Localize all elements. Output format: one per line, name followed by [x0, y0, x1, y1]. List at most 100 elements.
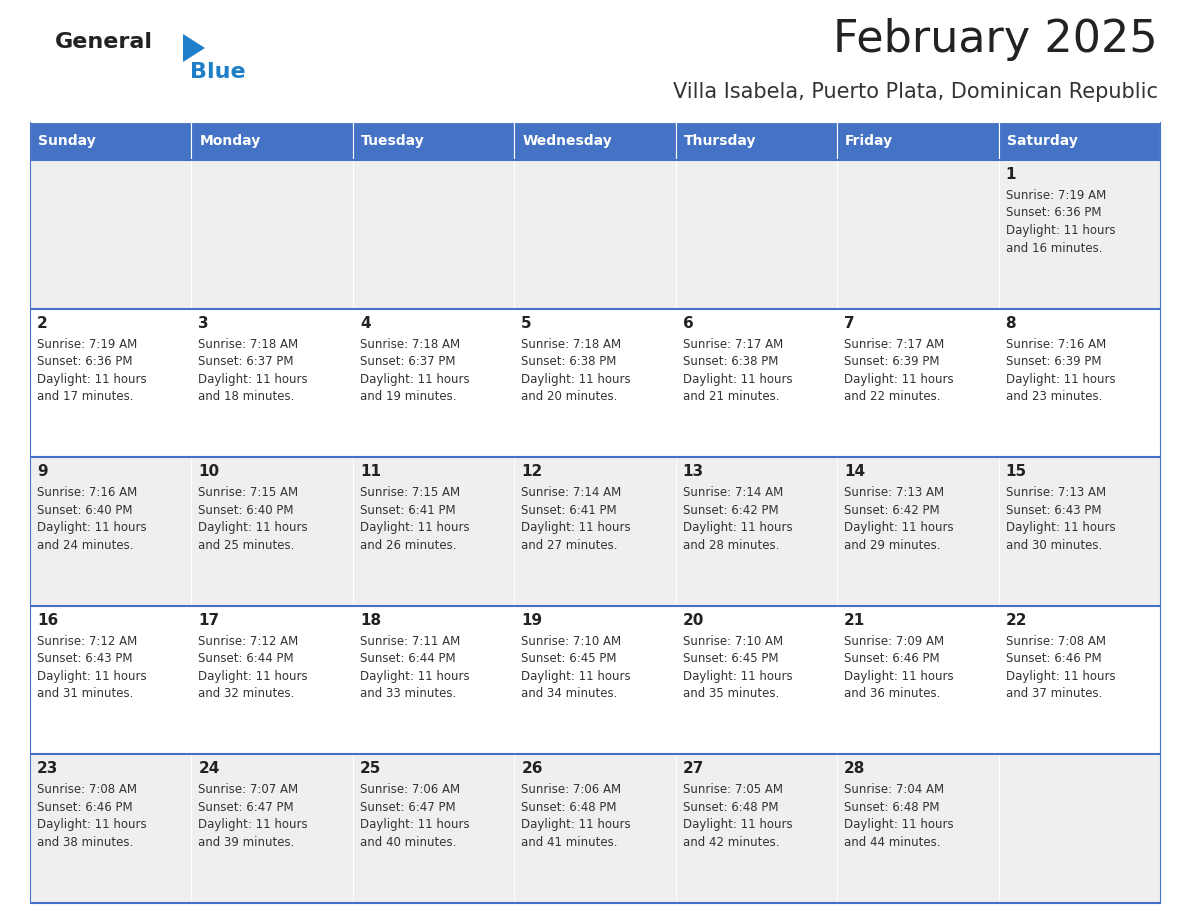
Bar [514, 755, 676, 903]
Bar [30, 606, 191, 755]
Bar [30, 308, 191, 457]
Polygon shape [183, 34, 206, 62]
Text: Daylight: 11 hours: Daylight: 11 hours [37, 521, 146, 534]
Text: Sunset: 6:45 PM: Sunset: 6:45 PM [683, 653, 778, 666]
Text: Friday: Friday [845, 134, 893, 148]
Text: and 34 minutes.: and 34 minutes. [522, 688, 618, 700]
Text: Sunset: 6:40 PM: Sunset: 6:40 PM [37, 504, 133, 517]
Bar [191, 122, 353, 160]
Text: Sunrise: 7:16 AM: Sunrise: 7:16 AM [1005, 338, 1106, 351]
Text: Sunset: 6:37 PM: Sunset: 6:37 PM [198, 355, 293, 368]
Bar [676, 308, 838, 457]
Text: 25: 25 [360, 761, 381, 777]
Text: 28: 28 [845, 761, 866, 777]
Bar [676, 457, 838, 606]
Text: and 22 minutes.: and 22 minutes. [845, 390, 941, 403]
Text: and 19 minutes.: and 19 minutes. [360, 390, 456, 403]
Text: Sunday: Sunday [38, 134, 96, 148]
Bar [676, 606, 838, 755]
Text: Daylight: 11 hours: Daylight: 11 hours [522, 373, 631, 386]
Bar [838, 606, 999, 755]
Text: Daylight: 11 hours: Daylight: 11 hours [683, 373, 792, 386]
Bar [353, 122, 514, 160]
Text: Sunset: 6:44 PM: Sunset: 6:44 PM [198, 653, 295, 666]
Bar [999, 606, 1159, 755]
Text: and 16 minutes.: and 16 minutes. [1005, 241, 1102, 254]
Text: Sunrise: 7:16 AM: Sunrise: 7:16 AM [37, 487, 138, 499]
Text: Sunrise: 7:19 AM: Sunrise: 7:19 AM [37, 338, 138, 351]
Text: Sunset: 6:47 PM: Sunset: 6:47 PM [198, 800, 295, 814]
Text: Sunrise: 7:07 AM: Sunrise: 7:07 AM [198, 783, 298, 797]
Bar [514, 606, 676, 755]
Text: and 20 minutes.: and 20 minutes. [522, 390, 618, 403]
Text: 9: 9 [37, 465, 48, 479]
Bar [353, 457, 514, 606]
Bar [30, 457, 191, 606]
Text: and 44 minutes.: and 44 minutes. [845, 836, 941, 849]
Text: Sunset: 6:43 PM: Sunset: 6:43 PM [1005, 504, 1101, 517]
Text: 27: 27 [683, 761, 704, 777]
Text: Sunrise: 7:05 AM: Sunrise: 7:05 AM [683, 783, 783, 797]
Text: Sunrise: 7:17 AM: Sunrise: 7:17 AM [683, 338, 783, 351]
Text: Daylight: 11 hours: Daylight: 11 hours [198, 819, 308, 832]
Text: Sunrise: 7:14 AM: Sunrise: 7:14 AM [522, 487, 621, 499]
Text: and 40 minutes.: and 40 minutes. [360, 836, 456, 849]
Text: and 17 minutes.: and 17 minutes. [37, 390, 133, 403]
Text: and 26 minutes.: and 26 minutes. [360, 539, 456, 552]
Text: 21: 21 [845, 613, 865, 628]
Text: Sunrise: 7:08 AM: Sunrise: 7:08 AM [37, 783, 137, 797]
Bar [30, 755, 191, 903]
Text: Sunset: 6:46 PM: Sunset: 6:46 PM [845, 653, 940, 666]
Text: Sunset: 6:39 PM: Sunset: 6:39 PM [1005, 355, 1101, 368]
Text: Daylight: 11 hours: Daylight: 11 hours [683, 670, 792, 683]
Text: Daylight: 11 hours: Daylight: 11 hours [360, 819, 469, 832]
Bar [191, 755, 353, 903]
Text: 26: 26 [522, 761, 543, 777]
Text: Blue: Blue [190, 62, 246, 82]
Text: and 42 minutes.: and 42 minutes. [683, 836, 779, 849]
Bar [353, 160, 514, 308]
Text: Sunrise: 7:12 AM: Sunrise: 7:12 AM [198, 635, 298, 648]
Bar [838, 122, 999, 160]
Text: Daylight: 11 hours: Daylight: 11 hours [198, 521, 308, 534]
Text: Tuesday: Tuesday [361, 134, 424, 148]
Text: Sunset: 6:46 PM: Sunset: 6:46 PM [1005, 653, 1101, 666]
Text: 20: 20 [683, 613, 704, 628]
Text: and 24 minutes.: and 24 minutes. [37, 539, 133, 552]
Text: Daylight: 11 hours: Daylight: 11 hours [522, 521, 631, 534]
Text: Sunrise: 7:19 AM: Sunrise: 7:19 AM [1005, 189, 1106, 202]
Bar [30, 122, 191, 160]
Text: Saturday: Saturday [1006, 134, 1078, 148]
Text: 23: 23 [37, 761, 58, 777]
Text: and 29 minutes.: and 29 minutes. [845, 539, 941, 552]
Text: Daylight: 11 hours: Daylight: 11 hours [845, 670, 954, 683]
Text: Villa Isabela, Puerto Plata, Dominican Republic: Villa Isabela, Puerto Plata, Dominican R… [672, 82, 1158, 102]
Bar [191, 308, 353, 457]
Text: Sunrise: 7:18 AM: Sunrise: 7:18 AM [198, 338, 298, 351]
Text: Daylight: 11 hours: Daylight: 11 hours [1005, 224, 1116, 237]
Bar [514, 160, 676, 308]
Text: 7: 7 [845, 316, 855, 330]
Bar [999, 122, 1159, 160]
Text: and 18 minutes.: and 18 minutes. [198, 390, 295, 403]
Text: Sunrise: 7:15 AM: Sunrise: 7:15 AM [360, 487, 460, 499]
Text: Sunrise: 7:09 AM: Sunrise: 7:09 AM [845, 635, 944, 648]
Text: Daylight: 11 hours: Daylight: 11 hours [360, 670, 469, 683]
Bar [191, 606, 353, 755]
Text: Sunset: 6:47 PM: Sunset: 6:47 PM [360, 800, 455, 814]
Text: Sunrise: 7:11 AM: Sunrise: 7:11 AM [360, 635, 460, 648]
Bar [30, 160, 191, 308]
Text: Sunset: 6:43 PM: Sunset: 6:43 PM [37, 653, 133, 666]
Text: Thursday: Thursday [684, 134, 757, 148]
Text: Daylight: 11 hours: Daylight: 11 hours [1005, 373, 1116, 386]
Text: and 31 minutes.: and 31 minutes. [37, 688, 133, 700]
Text: Sunrise: 7:08 AM: Sunrise: 7:08 AM [1005, 635, 1106, 648]
Bar [999, 308, 1159, 457]
Text: Daylight: 11 hours: Daylight: 11 hours [522, 819, 631, 832]
Text: 18: 18 [360, 613, 381, 628]
Text: Daylight: 11 hours: Daylight: 11 hours [198, 373, 308, 386]
Text: February 2025: February 2025 [833, 18, 1158, 61]
Text: Sunset: 6:40 PM: Sunset: 6:40 PM [198, 504, 293, 517]
Text: Sunset: 6:36 PM: Sunset: 6:36 PM [1005, 207, 1101, 219]
Text: Sunrise: 7:04 AM: Sunrise: 7:04 AM [845, 783, 944, 797]
